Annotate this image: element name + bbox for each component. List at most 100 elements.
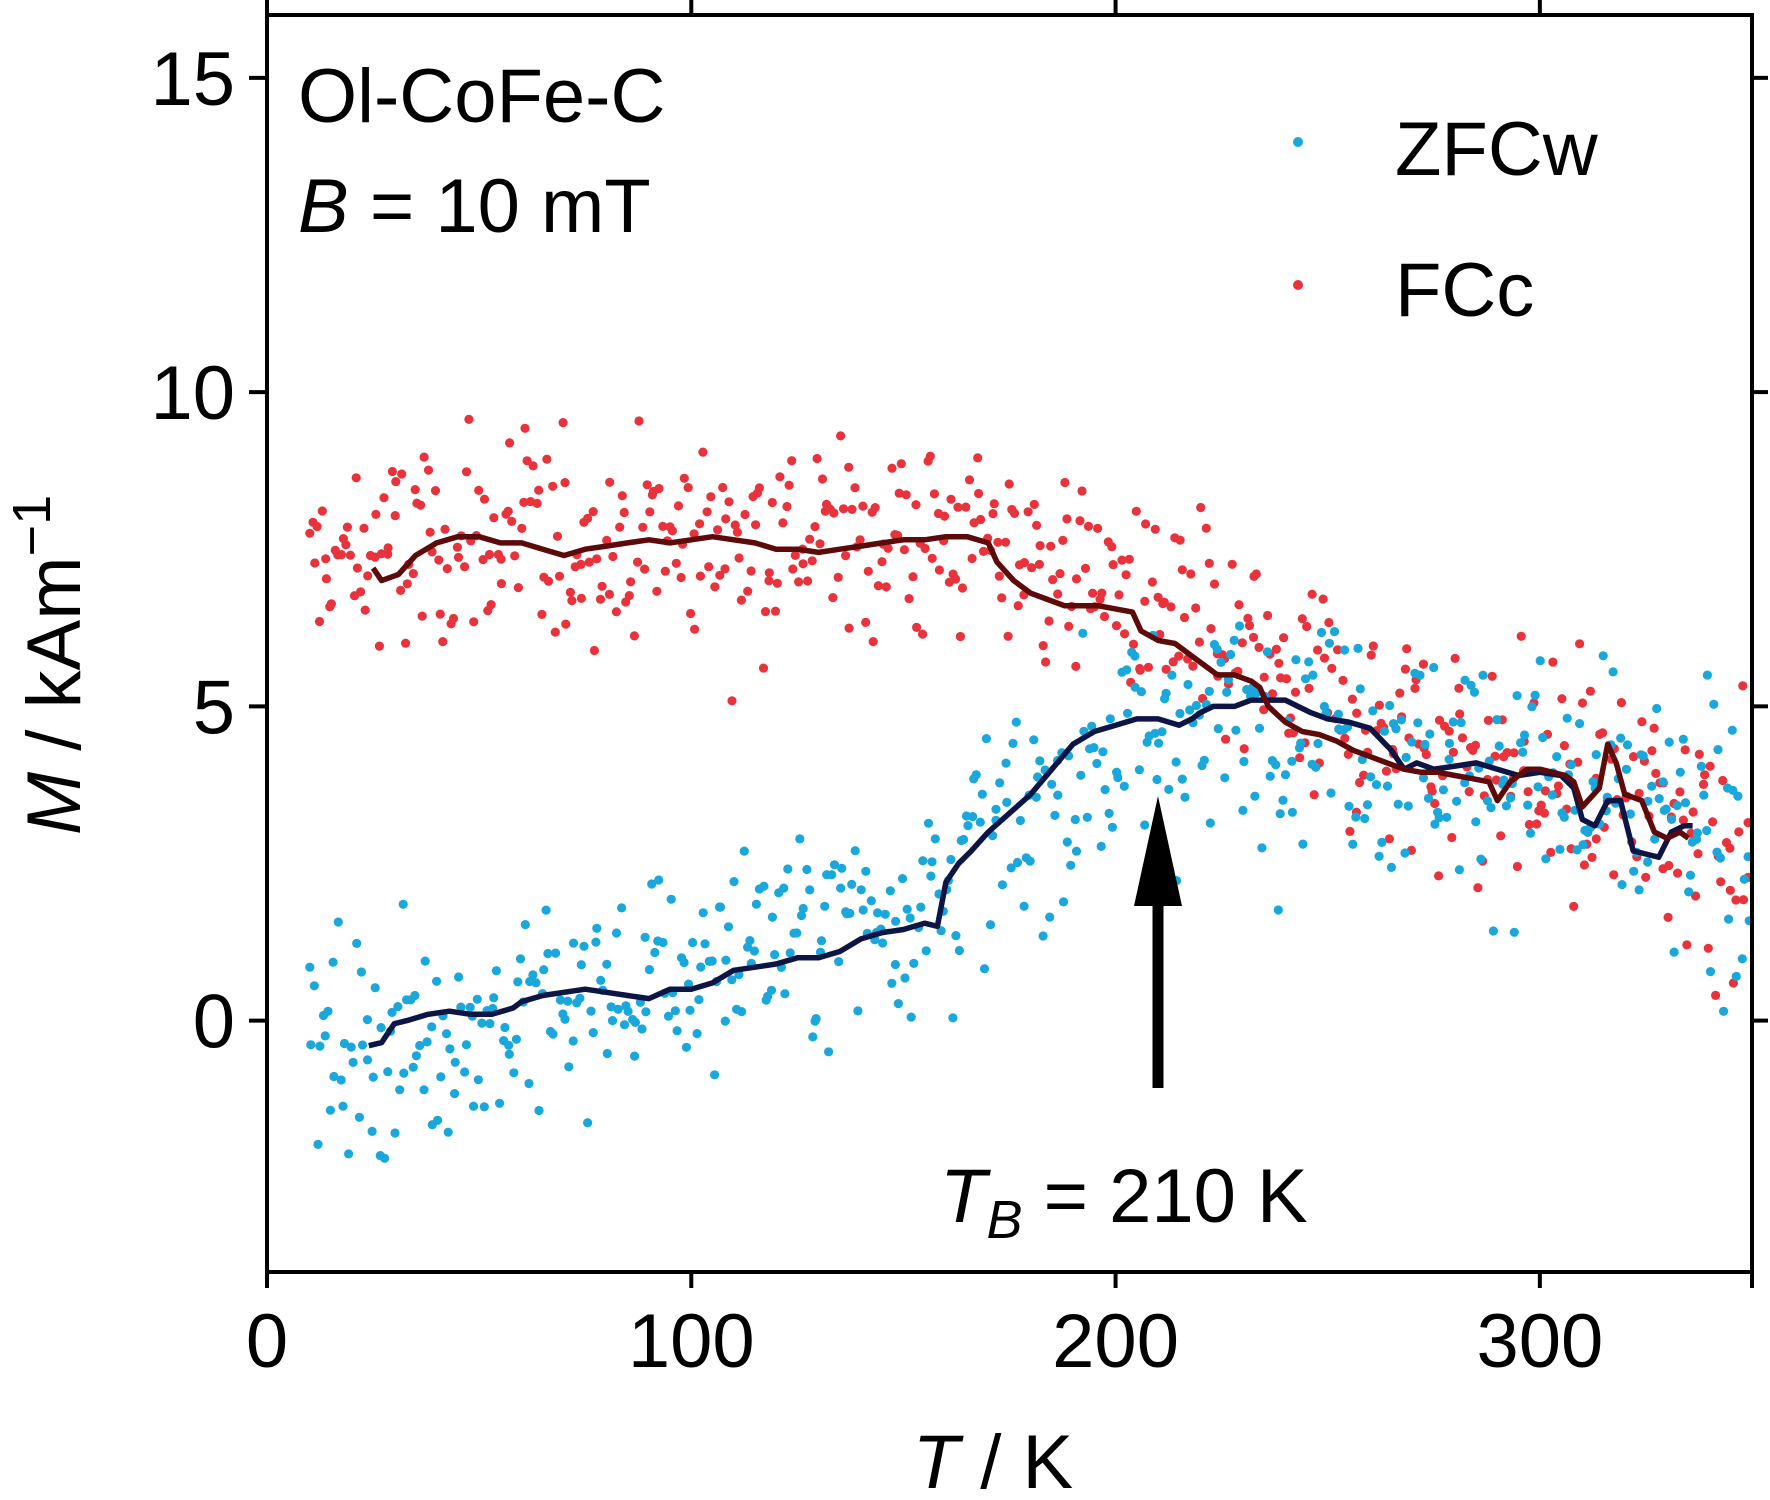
data-point-zfcw [985, 920, 996, 930]
y-tick-label: 5 [193, 665, 235, 750]
tb-annotation: TB = 210 K [940, 1154, 1308, 1250]
data-point-zfcw [975, 817, 985, 827]
data-point-fcc [359, 523, 369, 533]
data-point-zfcw [737, 1007, 747, 1017]
data-point-zfcw [1368, 706, 1378, 716]
data-point-fcc [961, 502, 971, 512]
data-point-fcc [1251, 569, 1261, 579]
data-point-zfcw [1002, 797, 1012, 808]
data-point-zfcw [1501, 801, 1511, 811]
data-point-fcc [567, 596, 577, 606]
data-point-zfcw [460, 1067, 470, 1077]
data-point-fcc [855, 535, 865, 545]
data-point-fcc [430, 486, 441, 496]
data-point-zfcw [1161, 688, 1171, 698]
data-point-zfcw [1257, 843, 1267, 853]
data-point-zfcw [1175, 708, 1185, 719]
data-point-fcc [1516, 631, 1526, 641]
data-point-fcc [1569, 901, 1579, 912]
data-point-zfcw [1442, 812, 1452, 822]
data-point-zfcw [1140, 820, 1150, 830]
data-point-zfcw [489, 993, 499, 1003]
data-point-fcc [519, 497, 529, 507]
data-point-zfcw [995, 778, 1005, 788]
data-point-fcc [1071, 661, 1081, 672]
data-point-zfcw [422, 1037, 432, 1047]
data-point-zfcw [1104, 808, 1114, 819]
data-point-zfcw [1029, 735, 1039, 745]
data-point-fcc [1206, 624, 1216, 634]
data-point-zfcw [1469, 687, 1480, 697]
data-point-fcc [589, 645, 600, 656]
data-point-zfcw [305, 962, 315, 972]
data-point-zfcw [1715, 853, 1725, 863]
data-point-fcc [305, 528, 315, 538]
data-point-zfcw [1460, 675, 1470, 685]
data-point-zfcw [1205, 818, 1215, 828]
data-point-zfcw [1555, 844, 1565, 855]
data-point-zfcw [853, 1006, 863, 1016]
data-point-zfcw [1692, 828, 1702, 838]
data-point-fcc [1421, 749, 1431, 760]
data-point-zfcw [946, 854, 956, 865]
data-point-fcc [887, 463, 897, 473]
data-point-zfcw [450, 1089, 460, 1099]
data-point-zfcw [727, 975, 737, 985]
data-point-fcc [1201, 523, 1211, 533]
data-point-zfcw [692, 1029, 702, 1039]
data-point-fcc [534, 485, 544, 495]
data-point-fcc [764, 576, 774, 586]
data-point-zfcw [779, 883, 789, 893]
data-point-fcc [608, 551, 618, 562]
data-point-zfcw [357, 1040, 368, 1050]
data-point-zfcw [524, 1078, 534, 1089]
data-point-zfcw [916, 902, 926, 912]
data-point-fcc [1135, 665, 1145, 675]
data-point-zfcw [450, 1057, 460, 1067]
data-point-fcc [505, 438, 515, 448]
data-point-fcc [918, 629, 928, 639]
data-point-fcc [390, 510, 400, 521]
data-point-fcc [652, 586, 662, 596]
data-point-fcc [1434, 715, 1445, 725]
data-point-fcc [1708, 817, 1718, 827]
data-point-zfcw [836, 883, 846, 893]
data-point-fcc [770, 606, 781, 616]
data-point-zfcw [1096, 841, 1106, 852]
data-point-fcc [1575, 639, 1585, 649]
data-point-zfcw [1518, 747, 1528, 757]
data-point-zfcw [1438, 785, 1448, 795]
data-point-zfcw [1684, 887, 1694, 897]
data-point-zfcw [1351, 812, 1361, 822]
data-point-zfcw [694, 995, 704, 1005]
data-point-fcc [1680, 745, 1690, 755]
data-point-fcc [1108, 560, 1118, 570]
data-point-fcc [565, 587, 576, 598]
data-point-zfcw [739, 846, 749, 856]
data-point-fcc [1088, 588, 1098, 598]
data-point-zfcw [1415, 670, 1425, 680]
data-point-fcc [698, 447, 708, 457]
data-point-fcc [548, 481, 558, 491]
data-point-fcc [617, 491, 627, 501]
data-point-fcc [689, 529, 699, 539]
data-point-zfcw [926, 871, 936, 881]
data-point-zfcw [383, 1067, 393, 1077]
data-point-fcc [478, 555, 488, 565]
data-point-fcc [1188, 661, 1198, 671]
data-point-zfcw [1622, 740, 1633, 750]
data-point-zfcw [1329, 627, 1340, 637]
data-point-fcc [732, 527, 743, 537]
data-point-zfcw [1340, 645, 1350, 655]
data-point-fcc [425, 527, 435, 537]
data-point-fcc [850, 483, 860, 493]
data-point-zfcw [1669, 947, 1679, 957]
data-point-zfcw [1254, 723, 1265, 733]
data-point-fcc [988, 508, 998, 519]
data-point-fcc [1307, 589, 1317, 599]
data-point-zfcw [1429, 662, 1439, 673]
data-point-zfcw [641, 1007, 651, 1017]
data-point-fcc [1579, 860, 1589, 870]
data-point-fcc [870, 503, 880, 513]
data-point-zfcw [387, 1007, 397, 1018]
